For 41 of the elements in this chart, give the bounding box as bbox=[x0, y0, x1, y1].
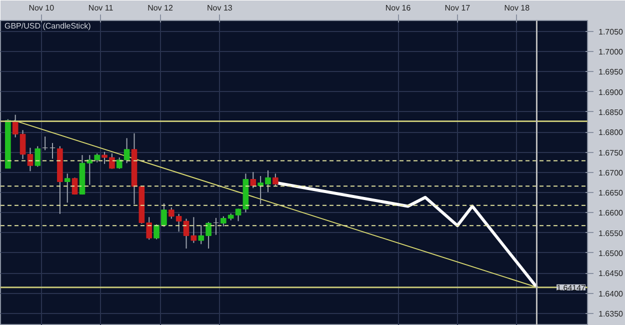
y-tick-label: 1.6900 bbox=[598, 88, 624, 97]
y-tick-label: 1.6550 bbox=[598, 228, 624, 238]
y-tick-label: 1.6800 bbox=[598, 128, 624, 138]
x-tick-label: Nov 18 bbox=[504, 4, 530, 12]
candlestick bbox=[213, 217, 219, 236]
y-tick-label: 1.7000 bbox=[598, 48, 624, 57]
candlestick bbox=[116, 156, 122, 170]
x-tick-label: Nov 11 bbox=[88, 4, 114, 12]
y-tick-label: 1.6950 bbox=[598, 68, 624, 77]
candlestick bbox=[190, 216, 197, 244]
y-tick-label: 1.6850 bbox=[598, 108, 624, 117]
x-tick-label: Nov 10 bbox=[28, 4, 55, 12]
candlestick bbox=[12, 114, 18, 138]
candlestick bbox=[183, 218, 190, 250]
y-tick-label: 1.6350 bbox=[598, 309, 624, 318]
y-tick-label: 1.6500 bbox=[598, 248, 624, 258]
y-tick-label: 1.7050 bbox=[598, 27, 624, 36]
candlestick bbox=[34, 146, 41, 168]
chart-title: GBP/USD (CandleStick) bbox=[4, 22, 92, 30]
candlestick bbox=[50, 142, 56, 160]
y-tick-label: 1.6450 bbox=[598, 269, 624, 278]
y-tick-label: 1.6750 bbox=[598, 148, 624, 158]
candlestick bbox=[64, 173, 70, 204]
candlestick bbox=[27, 147, 34, 172]
y-tick-label: 1.6700 bbox=[598, 168, 624, 178]
candlestick bbox=[20, 130, 26, 160]
candlestick bbox=[42, 136, 48, 151]
x-tick-label: Nov 16 bbox=[385, 4, 412, 12]
candlestick bbox=[124, 138, 130, 164]
x-tick-label: Nov 12 bbox=[148, 4, 174, 12]
candlestick bbox=[109, 152, 115, 170]
y-tick-label: 1.6400 bbox=[598, 289, 624, 298]
y-tick-label: 1.6600 bbox=[598, 208, 624, 218]
candlestick bbox=[272, 173, 278, 187]
x-tick-label: Nov 13 bbox=[207, 4, 233, 12]
candlestick bbox=[72, 177, 78, 196]
y-tick-label: 1.6650 bbox=[598, 188, 624, 198]
ref-line-label: 1.64147 bbox=[556, 283, 586, 292]
x-tick-label: Nov 17 bbox=[444, 4, 471, 12]
candlestick bbox=[102, 151, 108, 164]
candlestick bbox=[250, 171, 256, 189]
